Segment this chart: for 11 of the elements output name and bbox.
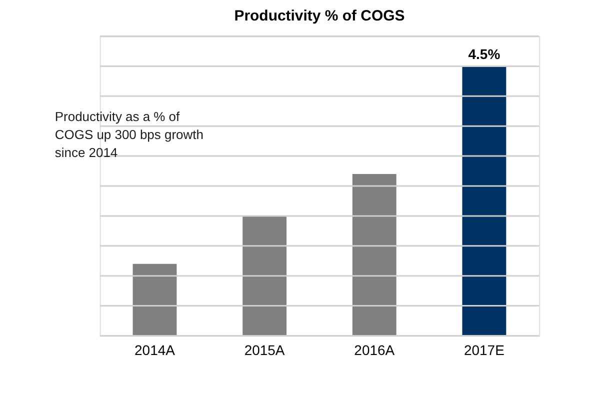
x-tick-label: 2016A [354, 342, 396, 358]
data-label: 4.5% [468, 46, 501, 62]
bar [352, 174, 396, 336]
annotation: Productivity as a % of COGS up 300 bps growth since 2014 [54, 109, 204, 160]
x-tick-label: 2015A [244, 342, 286, 358]
x-tick-label: 2014A [134, 342, 176, 358]
bar [132, 264, 177, 336]
bar [242, 216, 287, 336]
x-tick-label: 2017E [464, 342, 504, 358]
chart-title: Productivity % of COGS [234, 8, 405, 25]
bar [462, 66, 506, 336]
